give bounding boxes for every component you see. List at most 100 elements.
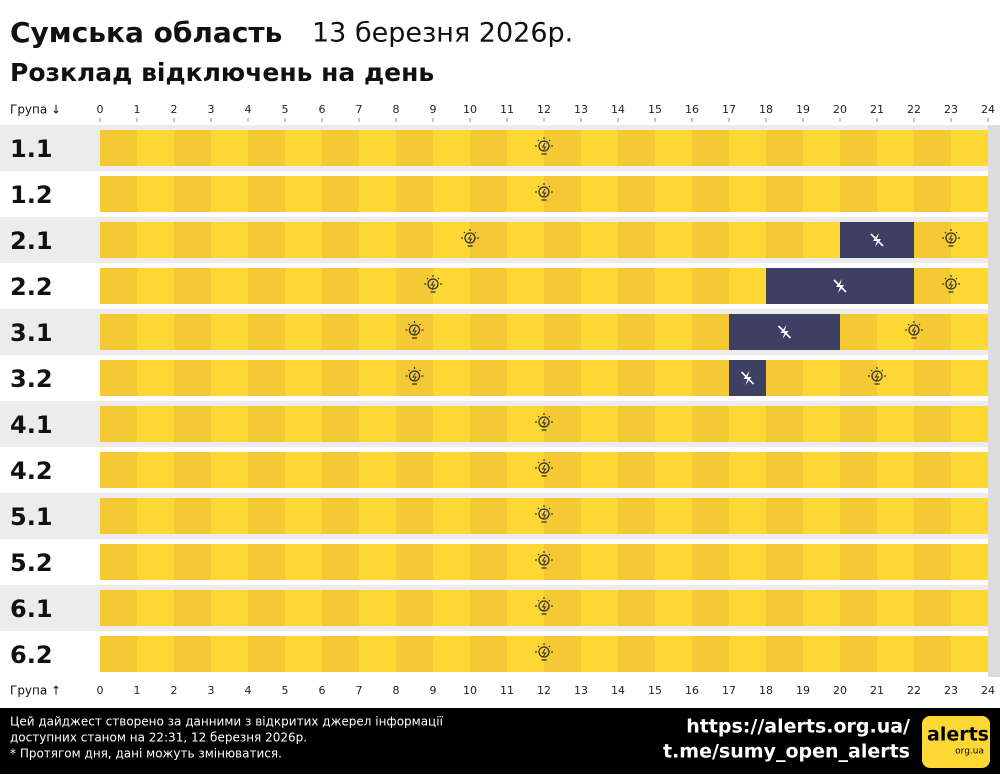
row-label: 2.1: [10, 227, 53, 255]
hour-shade: [248, 130, 285, 166]
x-tick-label: 2: [171, 684, 178, 697]
date: 13 березня 2026р.: [312, 18, 573, 49]
hour-shade: [840, 590, 877, 626]
icon-part: [537, 185, 540, 188]
power-icon: [461, 229, 479, 247]
icon-part: [541, 188, 547, 198]
hour-shade: [544, 636, 581, 672]
right-strip: [988, 355, 1000, 401]
hour-shade: [618, 452, 655, 488]
hour-shade: [100, 636, 137, 672]
icon-part: [548, 185, 551, 188]
power-icon: [535, 597, 553, 615]
icon-part: [955, 277, 958, 280]
hour-shade: [100, 176, 137, 212]
icon-part: [474, 231, 477, 234]
icon-part: [908, 324, 920, 336]
icon-part: [541, 556, 547, 566]
icon-part: [911, 326, 917, 336]
icon-part: [777, 325, 792, 339]
hour-shade: [766, 406, 803, 442]
hour-shade: [322, 498, 359, 534]
icon-part: [538, 416, 550, 428]
row-label: 1.1: [10, 135, 53, 163]
x-tick-label: 16: [685, 684, 699, 697]
hour-shade: [914, 636, 951, 672]
hour-shade: [840, 360, 877, 396]
hour-shade: [396, 406, 433, 442]
hour-shade: [322, 452, 359, 488]
hour-shade: [396, 130, 433, 166]
x-tick-label: 6: [319, 684, 326, 697]
x-tick-label: 23: [944, 684, 958, 697]
icon-part: [541, 142, 547, 152]
hour-shade: [914, 590, 951, 626]
hour-shade: [174, 406, 211, 442]
hour-shade: [766, 636, 803, 672]
row-label: 6.1: [10, 595, 53, 623]
on-bar: [100, 406, 988, 442]
x-tick-label: 14: [611, 103, 625, 116]
icon-part: [537, 139, 540, 142]
icon-part: [419, 369, 421, 372]
hour-shade: [914, 222, 951, 258]
icon-part: [537, 553, 540, 556]
hour-shade: [396, 268, 433, 304]
icon-part: [427, 278, 439, 290]
hour-shade: [544, 314, 581, 350]
x-tick-label: 3: [208, 684, 215, 697]
row-label: 4.1: [10, 411, 53, 439]
x-tick-label: 24: [981, 684, 995, 697]
icon-part: [408, 369, 410, 372]
x-tick-label: 17: [722, 684, 736, 697]
logo-box: [922, 716, 990, 768]
icon-part: [548, 645, 551, 648]
axis-label: Група ↓: [10, 103, 61, 117]
hour-shade: [322, 314, 359, 350]
link[interactable]: t.me/sumy_open_alerts: [663, 741, 910, 763]
hour-shade: [618, 406, 655, 442]
hour-shade: [470, 314, 507, 350]
hour-shade: [914, 130, 951, 166]
row-label: 3.2: [10, 365, 53, 393]
hour-shade: [692, 636, 729, 672]
hour-shade: [174, 498, 211, 534]
x-tick-label: 14: [611, 684, 625, 697]
x-tick-label: 0: [97, 103, 104, 116]
x-tick-label: 19: [796, 684, 810, 697]
icon-part: [548, 507, 551, 510]
icon-part: [408, 370, 421, 382]
x-tick-label: 8: [393, 684, 400, 697]
hour-shade: [100, 130, 137, 166]
x-tick-label: 15: [648, 684, 662, 697]
hour-shade: [470, 498, 507, 534]
icon-part: [548, 599, 551, 602]
hour-shade: [470, 452, 507, 488]
hour-shade: [100, 452, 137, 488]
hour-shade: [100, 314, 137, 350]
x-tick-label: 21: [870, 103, 884, 116]
icon-part: [948, 280, 954, 290]
hour-shade: [100, 590, 137, 626]
hour-shade: [470, 636, 507, 672]
power-icon: [942, 275, 960, 293]
hour-shade: [618, 222, 655, 258]
hour-shade: [248, 268, 285, 304]
hour-shade: [914, 314, 951, 350]
hour-shade: [396, 590, 433, 626]
icon-part: [907, 323, 910, 326]
icon-part: [541, 602, 547, 612]
icon-part: [548, 461, 551, 464]
icon-part: [463, 231, 466, 234]
right-strip: [988, 401, 1000, 447]
link[interactable]: https://alerts.org.ua/: [686, 716, 910, 738]
hour-shade: [100, 360, 137, 396]
hour-shade: [248, 222, 285, 258]
power-icon: [868, 367, 886, 385]
hour-shade: [174, 636, 211, 672]
x-tick-label: 18: [759, 684, 773, 697]
hour-shade: [840, 406, 877, 442]
hour-shade: [840, 636, 877, 672]
x-tick-label: 16: [685, 103, 699, 116]
